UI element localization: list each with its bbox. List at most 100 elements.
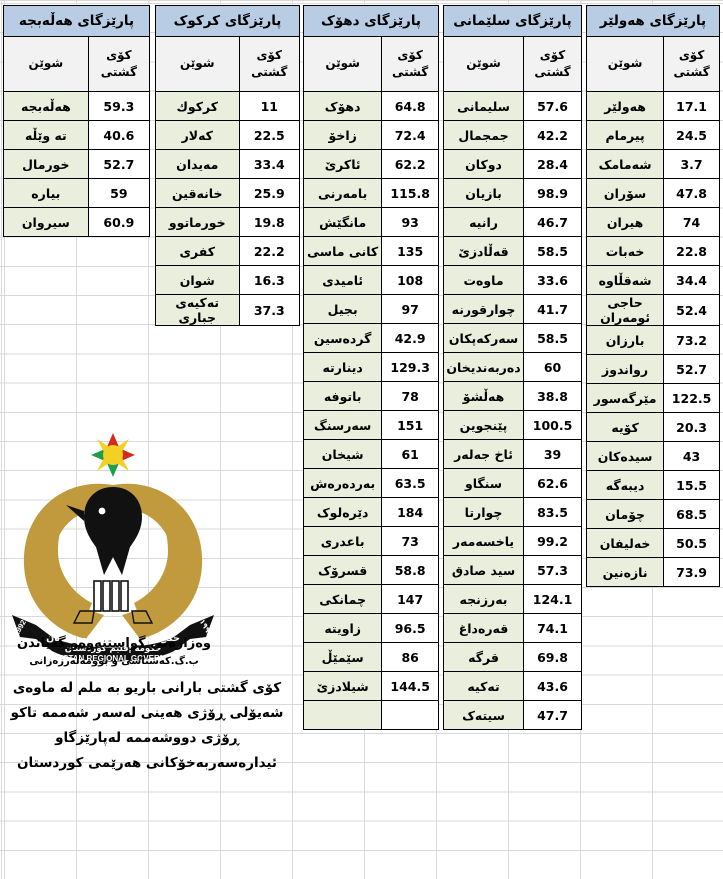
rainfall-value-cell: 34.4 [663,265,720,295]
rainfall-value-cell: 59.3 [87,91,151,121]
location-name-cell: سیدەکان [585,441,665,471]
rainfall-value-cell: 39 [523,439,582,469]
location-name-cell: شیلادزێ [302,671,383,701]
location-name-cell: یاخسەمەر [442,526,525,556]
table-row: 22.2 کفری [155,236,301,266]
location-name-cell: حاجی ئومەران [585,294,665,326]
table-row: 52.7 رواندوز [585,354,720,384]
location-name-cell: رانیە [442,207,525,237]
location-name-cell: ئاکرێ [302,149,383,179]
table-row: 47.7 سیتەک [442,700,582,730]
location-name-cell: قرگە [442,642,525,672]
rainfall-value-cell: 11 [238,91,301,121]
column-header-total: كۆى گشتى [87,36,151,92]
rainfall-value-cell: 24.5 [663,120,720,150]
location-name-cell: سەرکەپکان [442,323,525,353]
rainfall-value-cell: 129.3 [381,352,439,382]
province-table-halabja: پارێزگای هەڵەبجە كۆى گشتى شوێن 59.3 هەڵەبجە 4… [3,5,151,237]
table-row: 115.8 بامەرنی [302,178,439,208]
column-header-row: كۆى گشتى شوێن [585,36,720,92]
table-row: 34.4 شەقڵاوە [585,265,720,295]
table-row: 68.5 چۆمان [585,499,720,529]
table-row: 58.5 سەرکەپکان [442,323,582,353]
rainfall-value-cell: 74 [663,207,720,237]
column-header-row: كۆى گشتى شوێن [155,36,301,92]
table-row: 184 دێرەلوک [302,497,439,527]
table-row: 52.4 حاجی ئومەران [585,294,720,326]
location-name-cell: سید صادق [442,555,525,585]
rainfall-value-cell: 58.5 [523,323,582,353]
rainfall-value-cell: 63.5 [381,468,439,498]
location-name-cell: خەلیفان [585,528,665,558]
table-row: 3.7 شەمامک [585,149,720,179]
table-row: 46.7 رانیە [442,207,582,237]
rainfall-value-cell: 28.4 [523,149,582,179]
location-name-cell: دهۆک [302,91,383,121]
rainfall-value-cell: 93 [381,207,439,237]
location-name-cell: ئاخ جەلەر [442,439,525,469]
table-row: 42.2 جمجمال [442,120,582,150]
location-name-cell: شیخان [302,439,383,469]
location-name-cell: دێرەلوک [302,497,383,527]
table-row: 33.6 ماوەت [442,265,582,295]
table-row: 37.3 تەکیەی جباری [155,294,301,326]
province-title-row: پارێزگای کرکوک [155,5,300,37]
location-name-cell: بەردەرەش [302,468,383,498]
rainfall-value-cell: 42.2 [523,120,582,150]
location-name-cell: قەڵادزێ [442,236,525,266]
rainfall-value-cell [381,700,439,730]
rainfall-value-cell: 184 [381,497,439,527]
column-header-total: كۆى گشتى [523,36,582,92]
rainfall-value-cell: 43 [663,441,720,471]
table-caption: کۆی گشتی بارانی باریو به ملم له ماوەی شە… [10,680,284,771]
location-name-cell: سیروان [3,207,89,237]
location-name-cell: بازیان [442,178,525,208]
location-name-cell: کۆیە [585,412,665,442]
location-name-cell: سلیمانی [442,91,525,121]
location-name-cell: باعدری [302,526,383,556]
location-name-cell: مەیدان [155,149,240,179]
location-name-cell: چوارتا [442,497,525,527]
location-name-cell: جمجمال [442,120,525,150]
table-row: 62.2 ئاکرێ [302,149,439,179]
rainfall-value-cell: 3.7 [663,149,720,179]
rainfall-value-cell: 60.9 [87,207,151,237]
rainfall-value-cell: 64.8 [381,91,439,121]
rainfall-value-cell: 62.6 [523,468,582,498]
province-block-kirkuk: پارێزگای کرکوک كۆى گشتى شوێن 11 كركوك 22.5 کەل… [155,5,301,326]
location-name-cell: سێمێڵ [302,642,383,672]
table-row: 41.7 چوارقورنە [442,294,582,324]
rainfall-value-cell: 124.1 [523,584,582,614]
table-row: 63.5 بەردەرەش [302,468,439,498]
location-name-cell: قسرۆک [302,555,383,585]
table-row: 60.9 سیروان [3,207,151,237]
location-name-cell: دەربەندیخان [442,352,525,382]
table-row: 52.7 خورمال [3,149,151,179]
location-name-cell: سۆران [585,178,665,208]
location-name-cell: هەولێر [585,91,665,121]
rainfall-value-cell: 17.1 [663,91,720,121]
rainfall-value-cell: 61 [381,439,439,469]
rainfall-value-cell: 52.4 [663,294,720,326]
table-row: 24.5 پیرمام [585,120,720,150]
column-header-location: شوێن [3,36,89,92]
rainfall-value-cell: 22.8 [663,236,720,266]
province-block-duhok: پارێزگای دهۆک كۆى گشتى شوێن 64.8 دهۆک 72.4 زاخ… [302,5,439,730]
location-name-cell: بارزان [585,325,665,355]
column-header-total: كۆى گشتى [381,36,439,92]
table-row: 61 شیخان [302,439,439,469]
rainfall-value-cell: 16.3 [238,265,301,295]
rainfall-value-cell: 57.3 [523,555,582,585]
rainfall-value-cell: 22.2 [238,236,301,266]
rainfall-value-cell: 73.9 [663,557,720,587]
rainfall-value-cell: 50.5 [663,528,720,558]
rainfall-value-cell: 115.8 [381,178,439,208]
location-name-cell: كركوك [155,91,240,121]
location-name-cell: بامەرنی [302,178,383,208]
rainfall-value-cell: 86 [381,642,439,672]
location-name-cell: پێنجوین [442,410,525,440]
location-name-cell: دوکان [442,149,525,179]
table-row: 58.5 قەڵادزێ [442,236,582,266]
sun-star-icon [91,433,135,477]
location-name-cell: دینارتە [302,352,383,382]
